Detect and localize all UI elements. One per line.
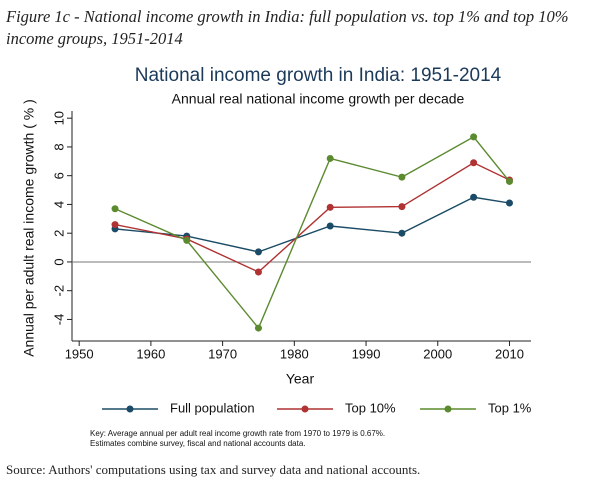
note: Key: Average annual per adult real incom… [90, 429, 385, 438]
figure-caption: Figure 1c - National income growth in In… [6, 7, 569, 48]
point [254, 324, 262, 332]
point [470, 193, 478, 201]
chart-title: National income growth in India: 1951-20… [135, 65, 502, 86]
x-tick-label: 2010 [495, 346, 524, 361]
point [505, 199, 513, 207]
point [326, 203, 334, 211]
point [398, 173, 406, 181]
y-tick-label: 6 [51, 172, 66, 179]
point [183, 236, 191, 244]
x-tick-label: 1950 [65, 346, 94, 361]
legend-marker [301, 405, 309, 413]
point [398, 229, 406, 237]
x-tick-label: 1990 [352, 346, 381, 361]
point [326, 154, 334, 162]
series-line [114, 196, 510, 253]
source: Source: Authors' computations using tax … [6, 462, 421, 477]
legend-label: Full population [170, 400, 255, 415]
point [470, 159, 478, 167]
y-tick-label: -4 [51, 314, 66, 326]
y-tick-label: 0 [51, 258, 66, 265]
y-tick-label: -2 [51, 285, 66, 297]
point [398, 203, 406, 211]
legend-label: Top 10% [345, 400, 396, 415]
legend-marker [444, 405, 452, 413]
y-tick-label: 2 [51, 230, 66, 237]
point [470, 133, 478, 141]
point [505, 177, 513, 185]
y-axis-label: Annual per adult real income growth ( % … [21, 99, 37, 357]
point [111, 221, 119, 229]
note: Estimates combine survey, fiscal and nat… [90, 439, 306, 448]
chart-subtitle: Annual real national income growth per d… [172, 91, 465, 107]
y-tick-label: 8 [51, 143, 66, 150]
series-line [114, 161, 510, 273]
y-tick-label: 4 [51, 201, 66, 208]
point [254, 268, 262, 276]
x-tick-label: 1960 [136, 346, 165, 361]
legend-marker [126, 405, 134, 413]
chart: National income growth in India: 1951-20… [21, 65, 532, 448]
x-tick-label: 2000 [423, 346, 452, 361]
y-tick-label: 10 [51, 111, 66, 125]
x-tick-label: 1980 [280, 346, 309, 361]
point [111, 205, 119, 213]
legend-label: Top 1% [488, 400, 532, 415]
x-axis-label: Year [286, 371, 315, 387]
x-tick-label: 1970 [208, 346, 237, 361]
point [326, 222, 334, 230]
point [254, 248, 262, 256]
